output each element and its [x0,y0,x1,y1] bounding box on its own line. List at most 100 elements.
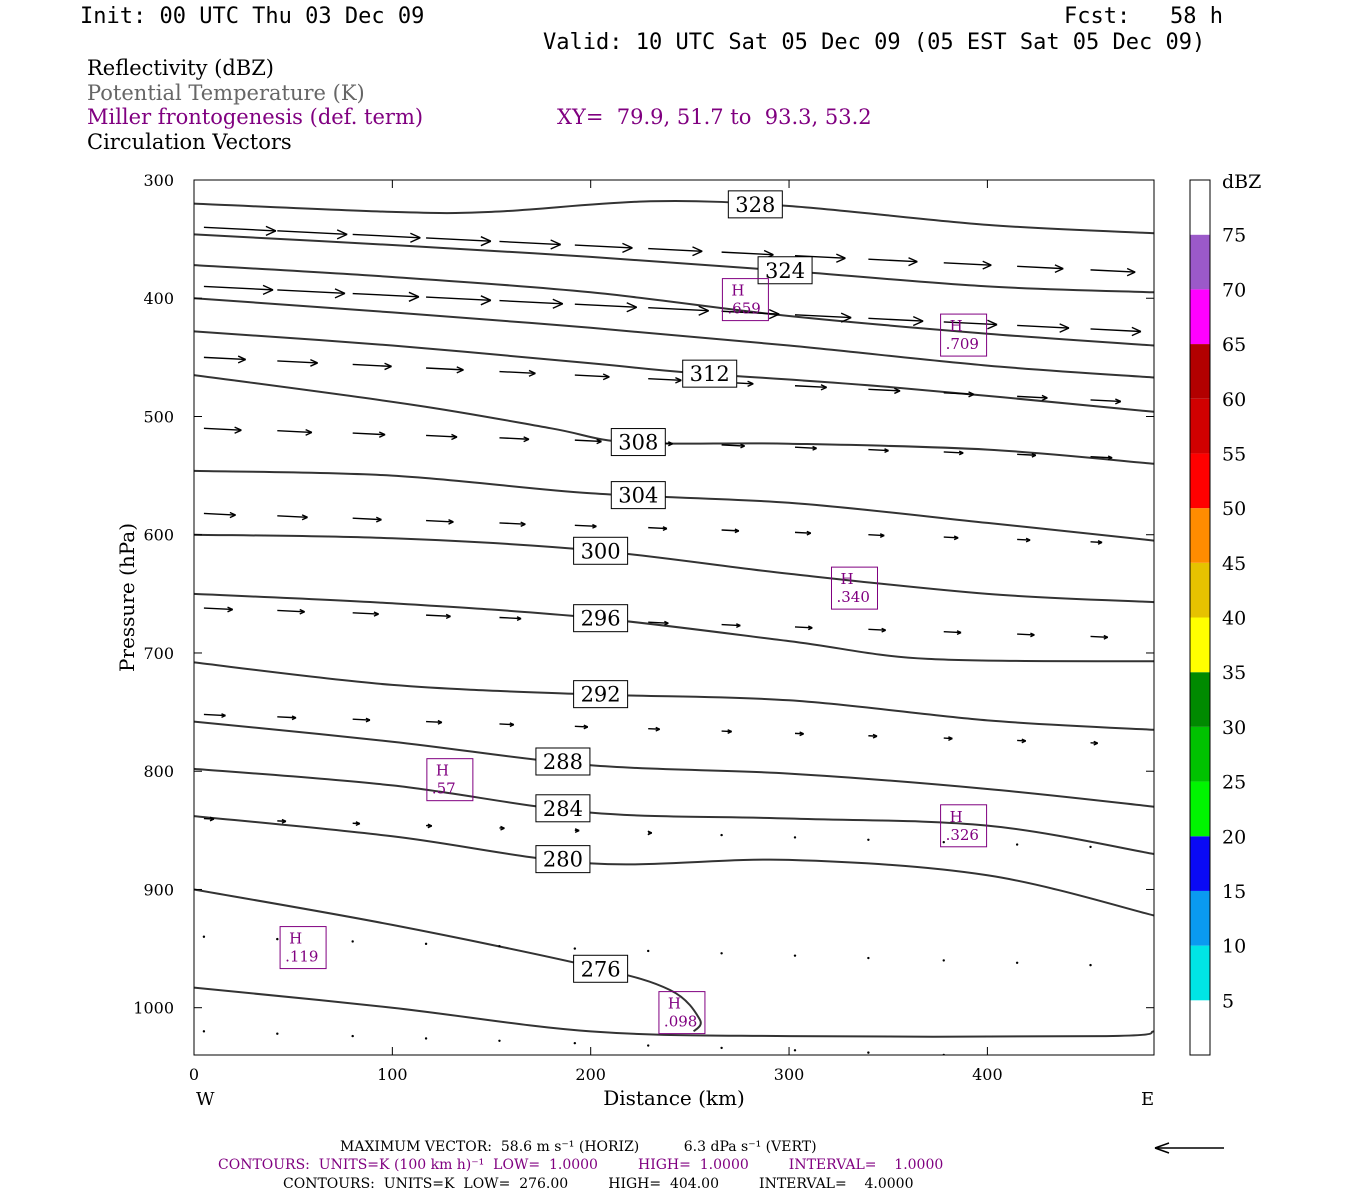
circulation-vector [942,840,945,844]
circulation-vector [574,523,597,529]
colorbar-swatch [1190,890,1210,946]
circulation-vector [1015,843,1019,846]
contour-label-box [535,747,591,776]
isentrope-324 [194,233,1154,294]
contour-label-296: 296 [581,607,621,631]
contour-label-box [682,359,738,388]
vector-layer [202,225,1142,1055]
frontogenesis-max-value: .326 [946,826,979,844]
colorbar-swatch [1190,726,1210,782]
contour-label-300: 300 [581,539,621,563]
circulation-vector [868,627,886,633]
frontogenesis-max: H.709 [940,313,988,357]
frontogenesis-max: H.119 [279,926,327,970]
circulation-vector [574,724,589,730]
circulation-vector [1090,455,1113,461]
contour-label-box [535,794,591,823]
contour-label-324: 324 [765,259,805,283]
colorbar-level: 45 [1222,553,1246,575]
circulation-vector [499,239,561,250]
contour-label-288: 288 [543,750,583,774]
contour-label-box [610,428,666,457]
circulation-vector [794,625,813,631]
colorbar-level: 25 [1222,772,1246,794]
circulation-vector [276,937,279,941]
circulation-vector [868,316,924,327]
circulation-vector [794,384,827,391]
circulation-vector [574,302,638,313]
circulation-vector [426,613,451,619]
circulation-vector [867,1051,870,1054]
circulation-vector [648,376,682,384]
y-tick-label: 900 [143,880,174,899]
y-tick-label: 1000 [133,999,174,1018]
x-tick-label: 100 [377,1065,408,1084]
circulation-vector [720,1046,723,1050]
circulation-vector [352,717,371,723]
circulation-vector [203,816,215,822]
circulation-vector [1089,845,1092,849]
y-axis-label: Pressure (hPa) [115,523,139,672]
circulation-vector [498,1039,501,1043]
y-tick-label: 500 [143,407,174,426]
colorbar-level: 10 [1222,936,1246,958]
colorbar-level: 60 [1222,389,1246,411]
east-label: E [1141,1089,1154,1110]
circulation-vector [1017,632,1035,638]
circulation-vector [426,433,458,441]
circulation-vector [720,833,723,837]
contours-black-caption: CONTOURS: UNITS=K LOW= 276.00 HIGH= 404.… [283,1176,914,1192]
circulation-vector [794,253,846,263]
frontogenesis-max-value: .57 [432,780,456,798]
circulation-vector [277,608,305,615]
isentrope-300 [194,533,1154,604]
isentrope-288 [194,720,1154,808]
frontogenesis-max: H.326 [940,804,988,848]
isentrope-328 [194,200,1154,235]
circulation-vector [943,535,959,541]
circulation-vector [426,719,443,725]
isentrope-304 [194,469,1154,542]
isentrope-272 [194,986,1154,1038]
frontogenesis-max-value: .709 [946,335,979,353]
circulation-vector [1090,634,1109,640]
init-time: Init: 00 UTC Thu 03 Dec 09 [80,4,425,29]
frontogenesis-max-value: .119 [285,948,318,966]
circulation-vector [1015,961,1019,964]
circulation-vector [867,956,870,960]
colorbar-swatch [1190,617,1210,673]
circulation-vector [943,630,962,635]
x-tick-label: 300 [774,1065,805,1084]
contour-label-312: 312 [690,362,730,386]
circulation-vector [499,722,515,728]
circulation-vector [794,312,852,323]
circulation-vector [648,246,703,257]
circulation-vector [499,616,522,622]
field-vectors: Circulation Vectors [87,130,292,154]
field-reflectivity: Reflectivity (dBZ) [87,56,275,80]
colorbar-level: 35 [1222,662,1246,684]
circulation-vector [868,533,885,538]
frontogenesis-max-label: H [731,282,744,300]
contour-label-308: 308 [618,431,658,455]
circulation-vector [203,713,226,718]
circulation-vector [647,1044,650,1047]
valid-time: Valid: 10 UTC Sat 05 Dec 09 (05 EST Sat … [543,30,1206,55]
circulation-vector [648,526,668,532]
circulation-vector [1017,537,1031,543]
circulation-vector [352,821,361,827]
circulation-vector [793,954,797,957]
frontogenesis-max: H.659 [721,278,769,322]
circulation-vector [647,949,650,953]
circulation-vector [1090,267,1136,277]
west-label: W [196,1089,215,1110]
circulation-vector [1089,963,1092,967]
y-tick-label: 700 [143,644,174,663]
isentrope-layer [194,200,1154,1038]
colorbar-swatch [1190,1000,1210,1055]
frontogenesis-max-label: H [668,995,681,1013]
circulation-vector [351,1034,354,1038]
plot-frame [193,179,1155,1056]
circulation-vector [943,736,953,741]
circulation-vector [426,236,492,247]
